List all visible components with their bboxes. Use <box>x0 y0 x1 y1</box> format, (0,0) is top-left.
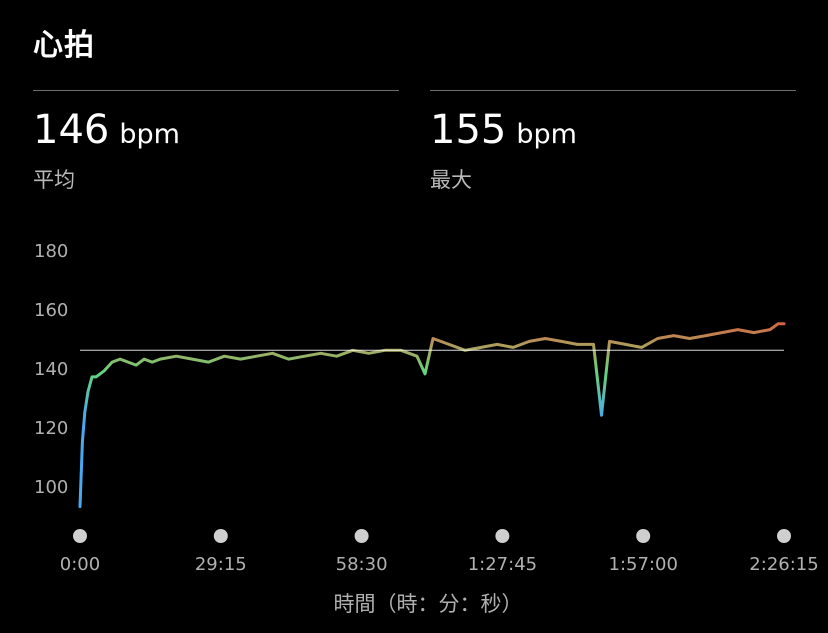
x-tick-dot <box>495 529 510 543</box>
x-tick-label: 1:57:00 <box>609 554 678 575</box>
y-tick-label: 140 <box>34 359 68 380</box>
max-unit: bpm <box>516 119 577 150</box>
x-tick-dot <box>354 529 369 543</box>
average-unit: bpm <box>119 119 180 150</box>
x-tick-dot <box>636 529 651 543</box>
x-tick-label: 58:30 <box>336 554 388 575</box>
average-value-row: 146 bpm <box>33 107 399 158</box>
max-value: 155 <box>430 107 507 153</box>
max-label: 最大 <box>430 168 472 192</box>
average-value: 146 <box>33 107 110 153</box>
x-tick-label: 2:26:15 <box>749 554 818 575</box>
y-tick-label: 100 <box>34 477 68 498</box>
x-tick-dot <box>213 529 228 543</box>
x-tick-dot <box>777 529 791 543</box>
page-title: 心拍 <box>33 28 95 63</box>
max-stat: 155 bpm 最大 <box>430 90 796 194</box>
x-axis-title: 時間（時：分：秒） <box>333 592 523 616</box>
y-tick-label: 180 <box>34 241 68 262</box>
heart-rate-series-line <box>78 322 786 509</box>
x-tick-label: 29:15 <box>195 554 247 575</box>
y-tick-label: 160 <box>34 300 68 321</box>
y-tick-label: 120 <box>34 418 68 439</box>
x-tick-label: 1:27:45 <box>468 554 537 575</box>
x-tick-dot <box>73 529 87 543</box>
average-stat: 146 bpm 平均 <box>33 90 399 194</box>
average-label: 平均 <box>33 168 75 192</box>
x-tick-label: 0:00 <box>60 554 100 575</box>
max-value-row: 155 bpm <box>430 107 796 158</box>
